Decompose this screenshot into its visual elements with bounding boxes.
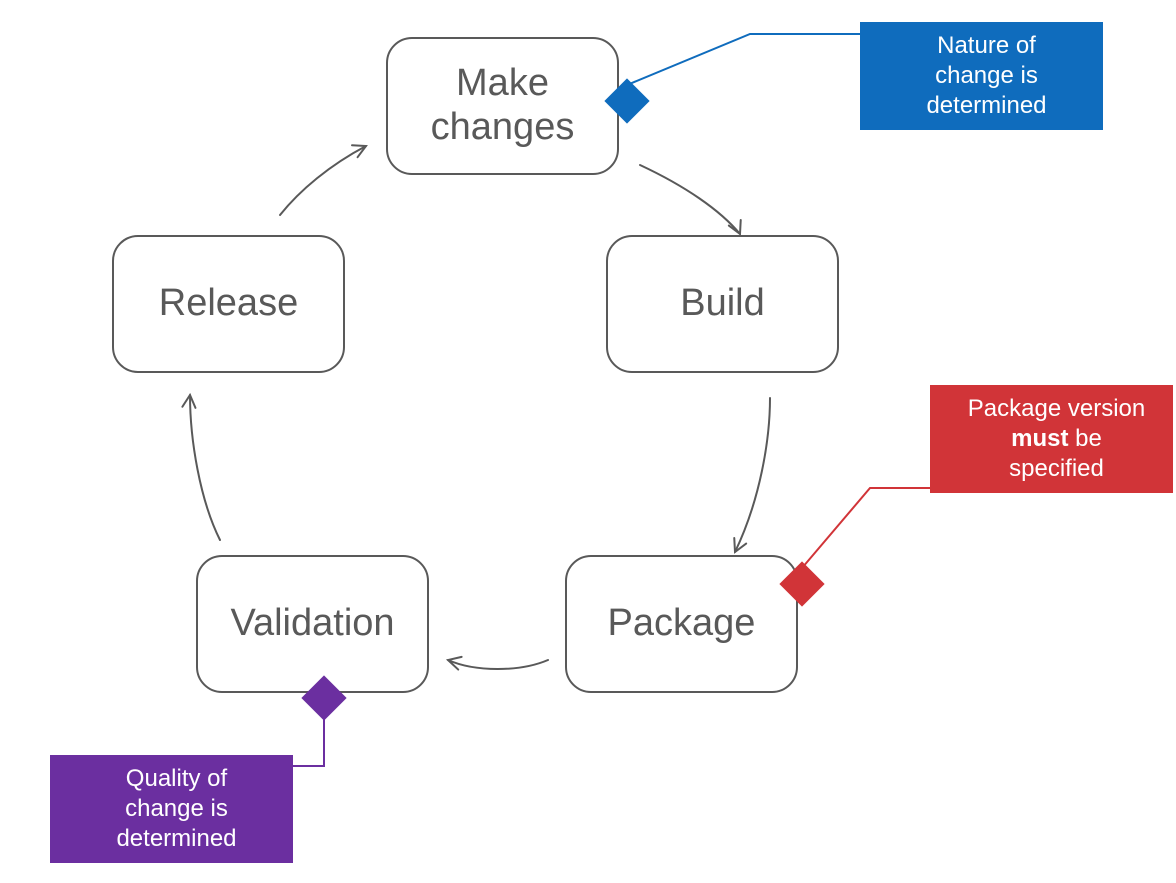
node-package: Package — [565, 555, 798, 693]
diagram-stage: Makechanges Build Package Validation Rel… — [0, 0, 1176, 883]
callout-text: Nature ofchange isdetermined — [926, 31, 1046, 121]
node-label: Makechanges — [431, 62, 575, 149]
node-label: Validation — [230, 602, 394, 646]
callout-bar-nature — [860, 22, 870, 130]
callout-bar-quality — [50, 755, 60, 863]
callout-bar-package — [930, 385, 940, 493]
callout-package: Package versionmust bespecified — [940, 385, 1173, 493]
callout-quality: Quality ofchange isdetermined — [60, 755, 293, 863]
callout-text: Quality ofchange isdetermined — [116, 764, 236, 854]
callout-text: Package versionmust bespecified — [968, 394, 1145, 484]
node-label: Package — [608, 602, 756, 646]
node-build: Build — [606, 235, 839, 373]
node-make-changes: Makechanges — [386, 37, 619, 175]
node-label: Release — [159, 282, 298, 326]
callout-nature: Nature ofchange isdetermined — [870, 22, 1103, 130]
node-label: Build — [680, 282, 765, 326]
node-release: Release — [112, 235, 345, 373]
node-validation: Validation — [196, 555, 429, 693]
